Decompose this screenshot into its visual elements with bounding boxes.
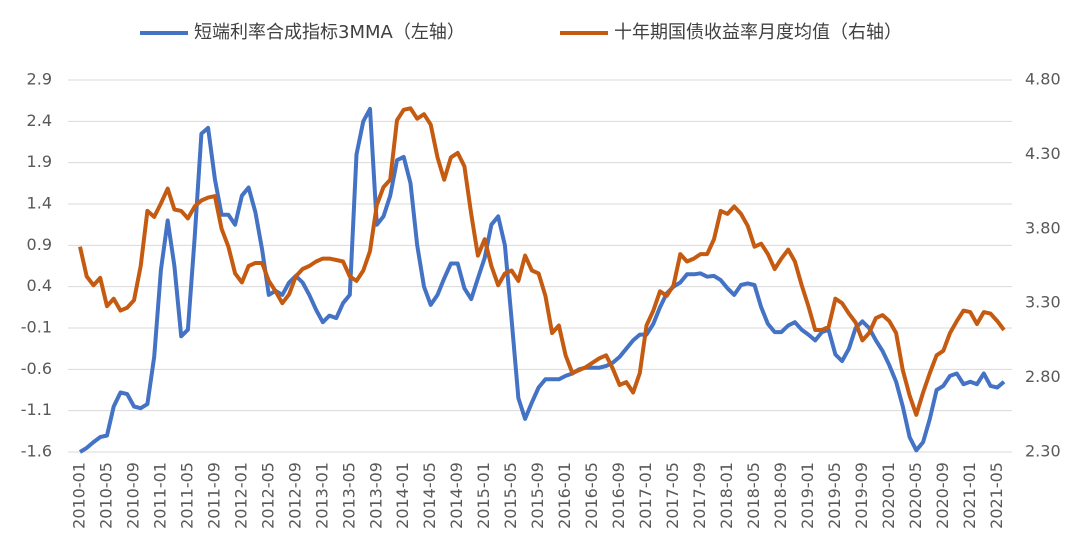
x-tick-label: 2011-05	[177, 462, 196, 529]
x-tick-label: 2015-09	[528, 462, 547, 529]
x-tick-label: 2020-05	[906, 462, 925, 529]
x-tick-label: 2018-01	[717, 462, 736, 529]
y-tick-label: 2.4	[27, 111, 52, 130]
series-line	[78, 106, 1006, 454]
x-tick-label: 2019-05	[825, 462, 844, 529]
x-tick-label: 2017-01	[636, 462, 655, 529]
x-tick-label: 2015-01	[474, 462, 493, 529]
y-tick-label: -1.6	[21, 442, 52, 461]
y-tick-label: 1.4	[27, 194, 52, 213]
legend-label: 十年期国债收益率月度均值（右轴）	[614, 22, 902, 43]
x-tick-label: 2012-01	[231, 462, 250, 529]
x-tick-label: 2016-05	[582, 462, 601, 529]
y-tick-label: 0.4	[27, 276, 52, 295]
x-tick-label: 2018-09	[771, 462, 790, 529]
y-tick-label: -0.6	[21, 359, 52, 378]
x-tick-label: 2016-01	[555, 462, 574, 529]
x-tick-label: 2015-05	[501, 462, 520, 529]
y-tick-label: -0.1	[21, 318, 52, 337]
x-tick-label: 2013-09	[366, 462, 385, 529]
y-tick-label: 0.9	[27, 235, 52, 254]
series-line	[78, 106, 1006, 417]
x-tick-label: 2019-01	[798, 462, 817, 529]
y2-tick-label: 4.30	[1025, 144, 1061, 163]
x-tick-label: 2021-01	[960, 462, 979, 529]
y-tick-label: -1.1	[21, 400, 52, 419]
y2-tick-label: 3.80	[1025, 218, 1061, 237]
x-tick-label: 2021-05	[987, 462, 1006, 529]
x-tick-label: 2020-09	[933, 462, 952, 529]
x-tick-label: 2010-09	[123, 462, 142, 529]
x-tick-label: 2018-05	[744, 462, 763, 529]
legend-label: 短端利率合成指标3MMA（左轴）	[194, 22, 465, 43]
y-tick-label: 2.9	[27, 70, 52, 89]
x-tick-label: 2014-09	[447, 462, 466, 529]
x-tick-label: 2017-05	[663, 462, 682, 529]
y-tick-label: 1.9	[27, 152, 52, 171]
x-tick-label: 2016-09	[609, 462, 628, 529]
x-tick-label: 2013-05	[339, 462, 358, 529]
x-tick-label: 2010-05	[96, 462, 115, 529]
x-tick-label: 2012-09	[285, 462, 304, 529]
x-tick-label: 2013-01	[312, 462, 331, 529]
x-tick-label: 2011-01	[150, 462, 169, 529]
x-tick-label: 2011-09	[204, 462, 223, 529]
x-tick-label: 2019-09	[852, 462, 871, 529]
x-tick-label: 2012-05	[258, 462, 277, 529]
y2-tick-label: 3.30	[1025, 293, 1061, 312]
y2-tick-label: 2.30	[1025, 442, 1061, 461]
x-tick-label: 2014-05	[420, 462, 439, 529]
y2-tick-label: 2.80	[1025, 367, 1061, 386]
x-tick-label: 2014-01	[393, 462, 412, 529]
y2-tick-label: 4.80	[1025, 70, 1061, 89]
x-tick-label: 2010-01	[70, 462, 89, 529]
x-tick-label: 2017-09	[690, 462, 709, 529]
x-tick-label: 2020-01	[879, 462, 898, 529]
